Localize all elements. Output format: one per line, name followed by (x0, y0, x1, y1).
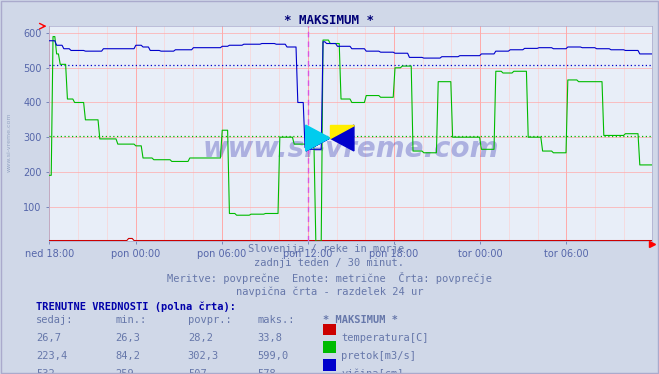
Text: www.si-vreme.com: www.si-vreme.com (7, 112, 12, 172)
Polygon shape (306, 125, 354, 151)
Polygon shape (306, 125, 330, 151)
Text: TRENUTNE VREDNOSTI (polna črta):: TRENUTNE VREDNOSTI (polna črta): (36, 301, 236, 312)
Text: višina[cm]: višina[cm] (341, 369, 404, 374)
Text: 507: 507 (188, 369, 206, 374)
Text: 26,3: 26,3 (115, 333, 140, 343)
Text: 223,4: 223,4 (36, 351, 67, 361)
Text: pretok[m3/s]: pretok[m3/s] (341, 351, 416, 361)
Text: 26,7: 26,7 (36, 333, 61, 343)
Text: min.:: min.: (115, 315, 146, 325)
Text: maks.:: maks.: (257, 315, 295, 325)
Text: Slovenija / reke in morje.: Slovenija / reke in morje. (248, 244, 411, 254)
Text: 33,8: 33,8 (257, 333, 282, 343)
Polygon shape (330, 125, 354, 138)
Text: 302,3: 302,3 (188, 351, 219, 361)
Text: navpična črta - razdelek 24 ur: navpična črta - razdelek 24 ur (236, 286, 423, 297)
Text: Meritve: povprečne  Enote: metrične  Črta: povprečje: Meritve: povprečne Enote: metrične Črta:… (167, 272, 492, 284)
Text: 259: 259 (115, 369, 134, 374)
Text: povpr.:: povpr.: (188, 315, 231, 325)
Text: * MAKSIMUM *: * MAKSIMUM * (285, 14, 374, 27)
Text: * MAKSIMUM *: * MAKSIMUM * (323, 315, 398, 325)
Text: 84,2: 84,2 (115, 351, 140, 361)
Text: zadnji teden / 30 minut.: zadnji teden / 30 minut. (254, 258, 405, 268)
Text: www.si-vreme.com: www.si-vreme.com (203, 135, 499, 163)
Text: sedaj:: sedaj: (36, 315, 74, 325)
Text: temperatura[C]: temperatura[C] (341, 333, 429, 343)
Text: 578: 578 (257, 369, 275, 374)
Text: 28,2: 28,2 (188, 333, 213, 343)
Text: 532: 532 (36, 369, 55, 374)
Text: 599,0: 599,0 (257, 351, 288, 361)
